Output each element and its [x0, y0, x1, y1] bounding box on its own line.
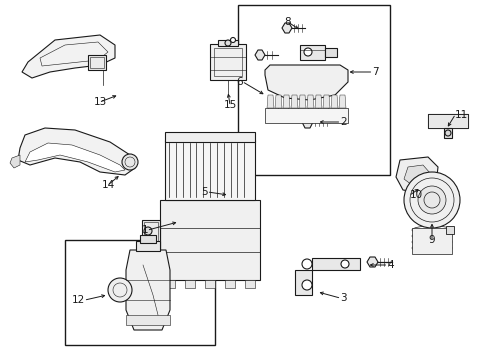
Circle shape: [302, 280, 311, 290]
Polygon shape: [403, 165, 429, 185]
Circle shape: [108, 278, 132, 302]
Polygon shape: [25, 143, 125, 172]
Text: 7: 7: [371, 67, 378, 77]
Text: 11: 11: [454, 110, 468, 120]
Polygon shape: [10, 155, 20, 168]
Circle shape: [340, 260, 348, 268]
Bar: [164, 140, 254, 200]
Polygon shape: [266, 95, 273, 108]
Polygon shape: [126, 250, 170, 330]
Bar: [90, 57, 104, 68]
Circle shape: [403, 172, 459, 228]
Polygon shape: [298, 95, 305, 108]
Bar: [164, 280, 175, 288]
Bar: [160, 200, 260, 280]
Bar: [299, 45, 325, 60]
Circle shape: [230, 37, 235, 42]
Polygon shape: [22, 35, 115, 78]
Bar: [445, 226, 453, 234]
Polygon shape: [330, 95, 337, 108]
Circle shape: [143, 227, 152, 235]
Circle shape: [302, 259, 311, 269]
Text: 12: 12: [72, 295, 85, 305]
Ellipse shape: [296, 77, 312, 87]
Bar: [209, 44, 245, 80]
Bar: [224, 280, 235, 288]
Polygon shape: [254, 50, 264, 60]
Text: 13: 13: [93, 97, 106, 107]
Bar: [443, 128, 451, 138]
Polygon shape: [302, 116, 312, 128]
Bar: [65, 240, 215, 345]
Text: 4: 4: [386, 260, 393, 270]
Text: 9: 9: [428, 235, 434, 245]
Circle shape: [224, 40, 230, 46]
Bar: [126, 315, 170, 325]
Text: 1: 1: [141, 225, 148, 235]
Bar: [136, 241, 160, 251]
Bar: [214, 48, 242, 76]
Bar: [411, 228, 451, 254]
Text: 15: 15: [223, 100, 236, 110]
Circle shape: [444, 130, 450, 136]
Bar: [238, 5, 389, 175]
Polygon shape: [294, 258, 359, 295]
Polygon shape: [366, 257, 377, 267]
Bar: [218, 40, 238, 46]
Polygon shape: [314, 95, 321, 108]
Polygon shape: [264, 65, 347, 100]
Text: 8: 8: [284, 17, 291, 27]
Bar: [325, 48, 336, 57]
Text: 5: 5: [201, 187, 207, 197]
Polygon shape: [338, 95, 346, 108]
Bar: [164, 132, 254, 142]
Bar: [88, 55, 106, 70]
Text: 14: 14: [101, 180, 114, 190]
Polygon shape: [395, 157, 437, 193]
Polygon shape: [306, 95, 313, 108]
Circle shape: [122, 154, 138, 170]
Circle shape: [304, 48, 311, 56]
Text: 2: 2: [339, 117, 346, 127]
Polygon shape: [290, 95, 297, 108]
Text: 3: 3: [339, 293, 346, 303]
Bar: [140, 235, 156, 243]
Bar: [264, 108, 347, 123]
Bar: [142, 220, 160, 250]
Bar: [184, 280, 195, 288]
Bar: [143, 222, 158, 248]
Polygon shape: [18, 128, 135, 175]
Polygon shape: [427, 114, 467, 128]
Bar: [204, 280, 215, 288]
Text: 10: 10: [409, 190, 422, 200]
Polygon shape: [323, 95, 329, 108]
Bar: [427, 114, 467, 128]
Polygon shape: [274, 95, 282, 108]
Text: 6: 6: [236, 77, 243, 87]
Polygon shape: [282, 23, 291, 33]
Bar: [244, 280, 254, 288]
Circle shape: [417, 186, 445, 214]
Polygon shape: [283, 95, 289, 108]
